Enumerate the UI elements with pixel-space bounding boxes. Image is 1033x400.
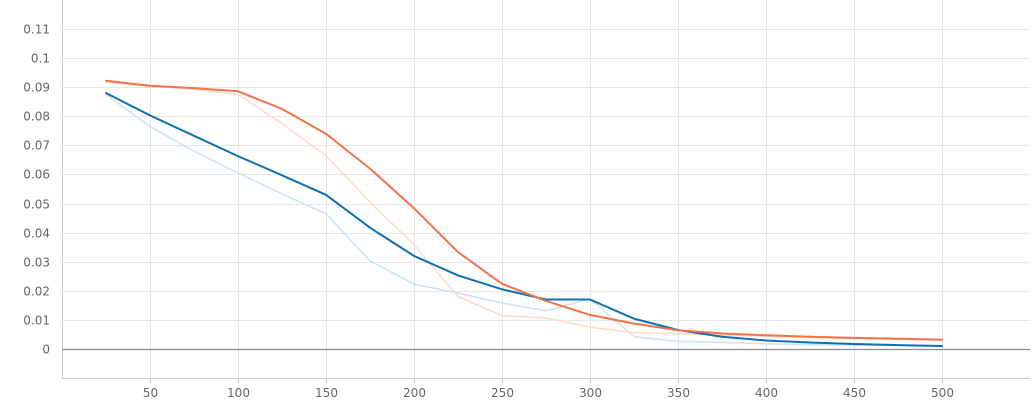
y-tick-label: 0.09 [23, 81, 50, 95]
x-tick-label: 250 [491, 386, 514, 400]
y-tick-label: 0 [42, 343, 50, 357]
x-tick-label: 500 [931, 386, 954, 400]
series-line-1 [105, 93, 943, 347]
y-tick-label: 0.08 [23, 110, 50, 124]
y-tick-label: 0.05 [23, 198, 50, 212]
axes [62, 0, 1030, 383]
y-tick-labels: 0 0.01 0.02 0.03 0.04 0.05 0.06 0.07 0.08 0.09 0.1… [23, 23, 50, 357]
y-tick-label: 0.03 [23, 256, 50, 270]
y-tick-label: 0.11 [23, 23, 50, 37]
series-lines [105, 79, 943, 347]
series-line-3 [105, 92, 943, 347]
x-tick-label: 100 [227, 386, 250, 400]
x-tick-label: 50 [143, 386, 158, 400]
y-tick-label: 0.01 [23, 314, 50, 328]
grid-lines [62, 0, 1030, 378]
x-tick-label: 450 [843, 386, 866, 400]
x-tick-label: 350 [667, 386, 690, 400]
x-tick-labels: 50 100 150 200 250 300 350 400 450 500 [143, 386, 954, 400]
y-tick-label: 0.07 [23, 139, 50, 153]
x-tick-label: 200 [403, 386, 426, 400]
y-tick-label: 0.06 [23, 168, 50, 182]
series-line-2 [105, 81, 943, 341]
x-tick-label: 300 [579, 386, 602, 400]
x-tick-label: 150 [315, 386, 338, 400]
series-line-4 [105, 79, 943, 341]
x-tick-label: 400 [755, 386, 778, 400]
y-tick-label: 0.1 [31, 52, 50, 66]
y-tick-label: 0.02 [23, 285, 50, 299]
y-tick-label: 0.04 [23, 227, 50, 241]
